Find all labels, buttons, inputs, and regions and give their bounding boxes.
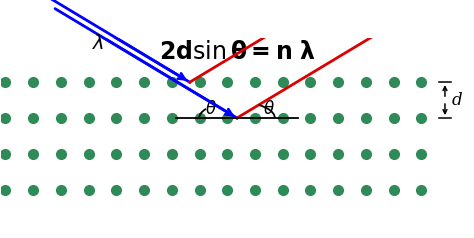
Text: $\bf{2d}$$\bf{\sin\theta = n\ \lambda}$: $\bf{2d}$$\bf{\sin\theta = n\ \lambda}$ bbox=[158, 41, 316, 64]
Text: θ: θ bbox=[205, 100, 216, 118]
Text: θ: θ bbox=[264, 100, 274, 118]
Text: d: d bbox=[451, 92, 462, 109]
Text: λ: λ bbox=[92, 35, 104, 54]
